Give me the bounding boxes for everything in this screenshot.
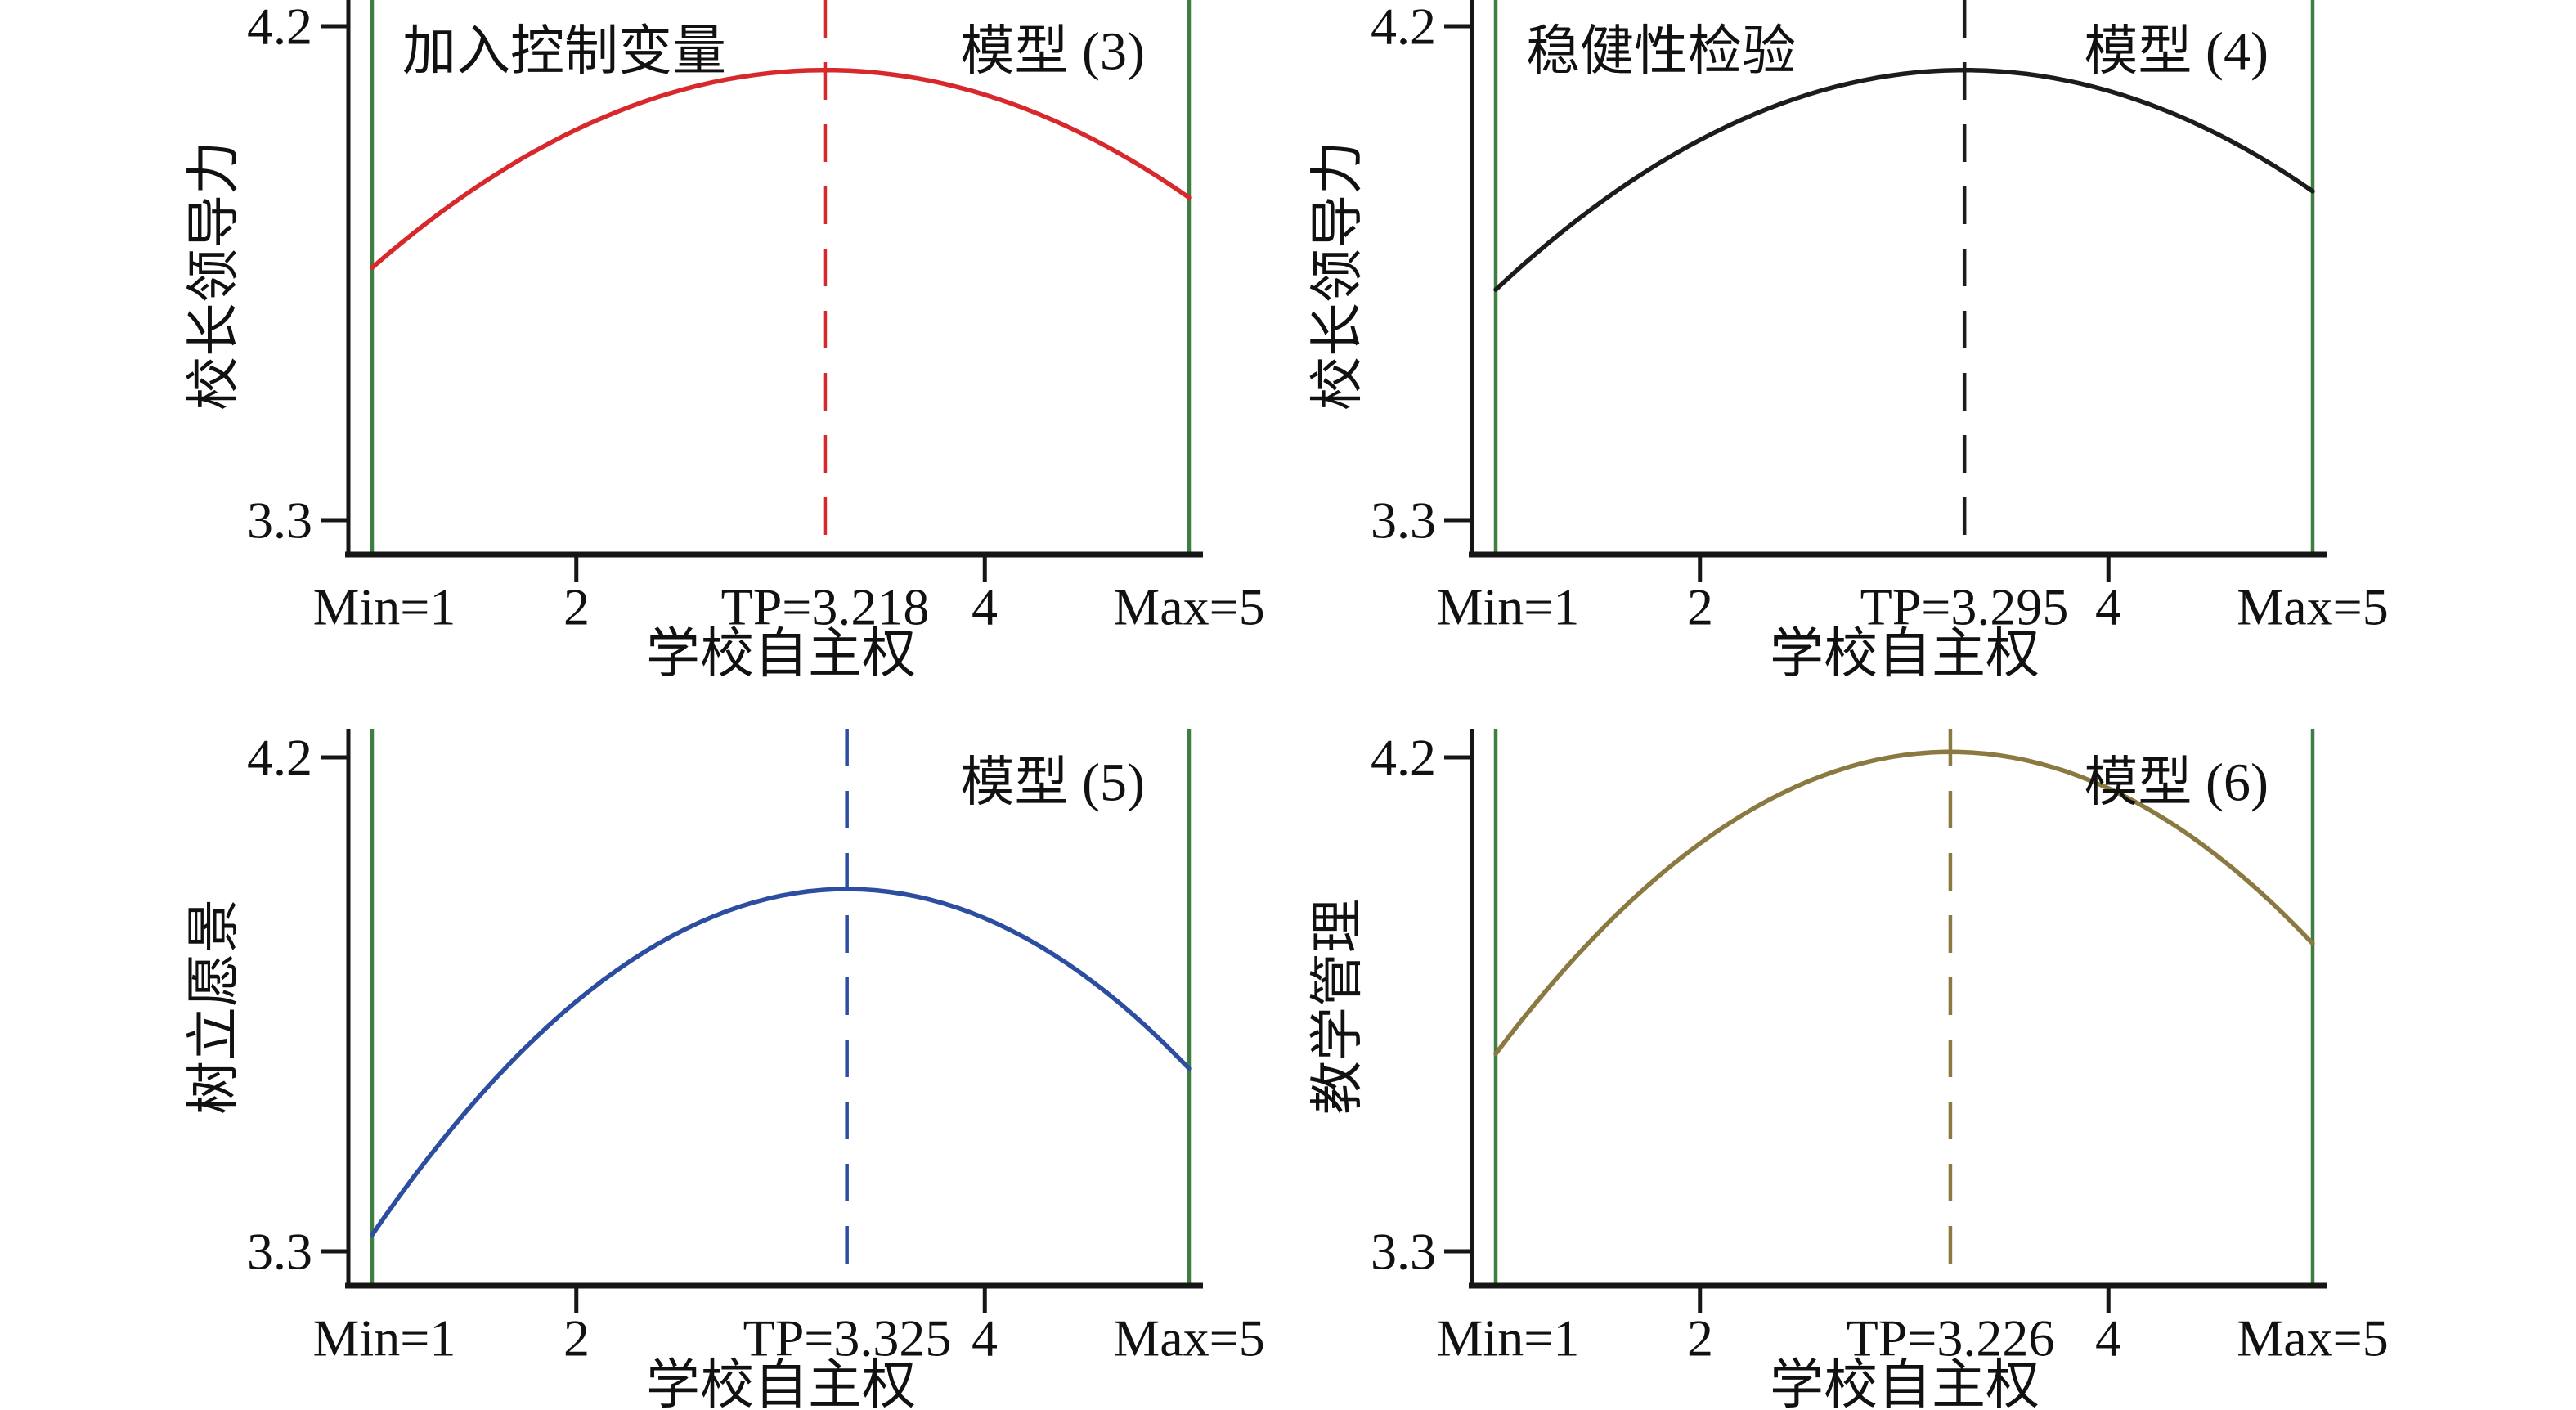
x-axis-label: 学校自主权 bbox=[1770, 625, 2040, 685]
plot-geometry bbox=[321, 0, 2327, 1313]
x-tick-label-tp: TP=3.218 bbox=[721, 578, 930, 636]
x-tick-label-tp: TP=3.226 bbox=[1847, 1309, 2055, 1367]
quadratic-curve bbox=[370, 887, 1192, 1237]
x-tick-label-2: 2 bbox=[563, 578, 590, 636]
x-tick-label-max: Max=5 bbox=[2237, 1309, 2388, 1367]
x-axis-label: 学校自主权 bbox=[646, 625, 916, 685]
x-tick-label-max: Max=5 bbox=[1113, 578, 1264, 636]
y-tick-label: 3.3 bbox=[1371, 1223, 1436, 1281]
x-tick-label-min: Min=1 bbox=[313, 1309, 456, 1367]
panel-model-3: 4.2 3.3 Min=1 2 TP=3.218 4 Max=5 学校自主权 校… bbox=[185, 0, 1265, 685]
y-axis-label: 教学管理 bbox=[1308, 899, 1368, 1115]
model-label: 模型 (4) bbox=[2085, 22, 2269, 82]
y-tick-label: 4.2 bbox=[1371, 0, 1436, 56]
x-tick-label-4: 4 bbox=[972, 578, 998, 636]
x-tick-label-tp: TP=3.295 bbox=[1860, 578, 2069, 636]
x-tick-label-tp: TP=3.325 bbox=[743, 1309, 952, 1367]
panel-annotation: 稳健性检验 bbox=[1526, 22, 1796, 82]
y-tick-label: 4.2 bbox=[1371, 729, 1436, 787]
y-axis-label: 校长领导力 bbox=[185, 141, 245, 411]
y-axis-label: 校长领导力 bbox=[1308, 141, 1368, 411]
y-tick-label: 4.2 bbox=[247, 729, 312, 787]
x-tick-label-min: Min=1 bbox=[1437, 578, 1580, 636]
y-tick-label: 3.3 bbox=[247, 492, 312, 550]
y-tick-label: 4.2 bbox=[247, 0, 312, 56]
panel-model-4: 4.2 3.3 Min=1 2 TP=3.295 4 Max=5 学校自主权 校… bbox=[1308, 0, 2389, 685]
model-label: 模型 (3) bbox=[961, 22, 1145, 82]
x-tick-label-4: 4 bbox=[2095, 578, 2121, 636]
x-axis-label: 学校自主权 bbox=[646, 1356, 916, 1410]
x-tick-label-min: Min=1 bbox=[1437, 1309, 1580, 1367]
x-tick-label-4: 4 bbox=[2095, 1309, 2121, 1367]
panel-model-6: 4.2 3.3 Min=1 2 TP=3.226 4 Max=5 学校自主权 教… bbox=[1308, 729, 2389, 1410]
panel-model-5: 4.2 3.3 Min=1 2 TP=3.325 4 Max=5 学校自主权 树… bbox=[185, 729, 1265, 1410]
x-tick-label-2: 2 bbox=[1687, 1309, 1713, 1367]
x-tick-label-4: 4 bbox=[972, 1309, 998, 1367]
y-tick-label: 3.3 bbox=[247, 1223, 312, 1281]
x-tick-label-2: 2 bbox=[563, 1309, 590, 1367]
panel-annotation: 加入控制变量 bbox=[402, 22, 726, 82]
model-label: 模型 (5) bbox=[961, 753, 1145, 813]
x-tick-label-min: Min=1 bbox=[313, 578, 456, 636]
quadratic-curve bbox=[1493, 67, 2315, 292]
quadratic-curve bbox=[1493, 749, 2315, 1057]
x-tick-label-2: 2 bbox=[1687, 578, 1713, 636]
model-label: 模型 (6) bbox=[2085, 753, 2269, 813]
quadratic-curve bbox=[370, 67, 1192, 271]
y-axis-label: 树立愿景 bbox=[185, 899, 245, 1115]
x-tick-label-max: Max=5 bbox=[2237, 578, 2388, 636]
x-tick-label-max: Max=5 bbox=[1113, 1309, 1264, 1367]
y-tick-label: 3.3 bbox=[1371, 492, 1436, 550]
x-axis-label: 学校自主权 bbox=[1770, 1356, 2040, 1410]
